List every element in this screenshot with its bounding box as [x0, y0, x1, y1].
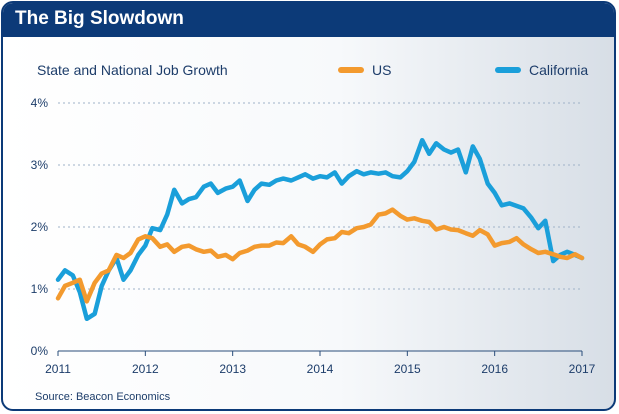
y-tick-label-3: 3%: [31, 158, 49, 172]
legend-swatch-us: [338, 67, 364, 74]
series-line-us: [55, 207, 585, 304]
x-tick-label-2015: 2015: [394, 362, 421, 376]
y-tick-label-2: 2%: [31, 220, 49, 234]
line-chart: 0% 1% 2% 3% 4% 2011 2012 2013 2014 2015 2016 2017: [31, 96, 596, 376]
source-note: Source: Beacon Economics: [35, 391, 171, 403]
chart-title: The Big Slowdown: [15, 8, 184, 29]
x-tick-label-2016: 2016: [481, 362, 508, 376]
title-bar: The Big Slowdown: [3, 3, 614, 37]
x-tick-label-2014: 2014: [307, 362, 334, 376]
legend-label-us: US: [372, 62, 392, 78]
legend-item-california: California: [495, 62, 588, 78]
y-tick-label-0: 0%: [31, 344, 49, 358]
legend-label-california: California: [529, 62, 589, 78]
x-tick-label-2011: 2011: [45, 362, 71, 376]
legend-item-us: US: [338, 62, 391, 78]
chart-subtitle: State and National Job Growth: [37, 62, 228, 78]
x-tick-label-2017: 2017: [569, 362, 596, 376]
x-tick-label-2013: 2013: [219, 362, 246, 376]
x-tick-label-2012: 2012: [132, 362, 159, 376]
y-tick-label-4: 4%: [31, 96, 49, 110]
y-tick-label-1: 1%: [31, 282, 49, 296]
series-line-california: [55, 137, 585, 322]
legend-swatch-california: [495, 67, 521, 74]
